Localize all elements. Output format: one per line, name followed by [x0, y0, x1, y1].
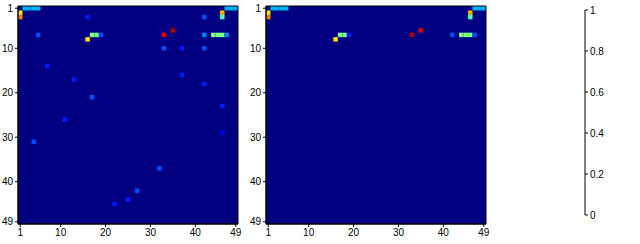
svg-text:30: 30: [8, 132, 13, 143]
svg-text:0.6: 0.6: [590, 87, 604, 98]
svg-text:40: 40: [438, 227, 450, 238]
svg-text:1: 1: [17, 227, 23, 238]
svg-text:1: 1: [255, 3, 261, 14]
svg-text:1: 1: [265, 227, 271, 238]
svg-text:1: 1: [8, 3, 13, 14]
svg-text:20: 20: [348, 227, 360, 238]
svg-text:0.2: 0.2: [590, 169, 604, 180]
svg-text:40: 40: [250, 176, 262, 187]
svg-text:10: 10: [303, 227, 315, 238]
svg-text:49: 49: [230, 227, 242, 238]
svg-text:20: 20: [100, 227, 112, 238]
svg-text:40: 40: [190, 227, 202, 238]
svg-text:30: 30: [393, 227, 405, 238]
svg-text:49: 49: [250, 216, 262, 227]
svg-text:10: 10: [55, 227, 67, 238]
svg-text:10: 10: [250, 43, 262, 54]
svg-text:30: 30: [250, 132, 262, 143]
svg-text:0.4: 0.4: [590, 128, 604, 139]
svg-text:20: 20: [8, 87, 13, 98]
svg-text:49: 49: [478, 227, 490, 238]
svg-text:0: 0: [590, 210, 596, 221]
svg-text:30: 30: [145, 227, 157, 238]
svg-text:0.8: 0.8: [590, 46, 604, 57]
svg-text:40: 40: [8, 176, 13, 187]
svg-text:20: 20: [250, 87, 262, 98]
svg-text:10: 10: [8, 43, 13, 54]
svg-text:1: 1: [590, 5, 596, 16]
svg-text:49: 49: [8, 216, 13, 227]
